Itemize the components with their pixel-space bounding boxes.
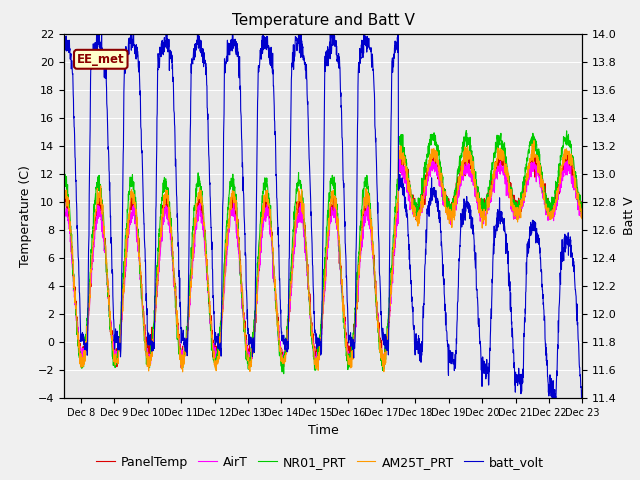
PanelTemp bbox=[112, 358, 120, 363]
Title: Temperature and Batt V: Temperature and Batt V bbox=[232, 13, 415, 28]
PanelTemp bbox=[224, 227, 232, 232]
PanelTemp bbox=[60, 204, 68, 210]
NR01_PRT bbox=[280, 371, 287, 377]
NR01_PRT bbox=[224, 212, 232, 217]
AirT bbox=[572, 186, 579, 192]
batt_volt bbox=[296, 26, 304, 32]
AirT bbox=[431, 154, 438, 160]
batt_volt bbox=[548, 396, 556, 401]
PanelTemp bbox=[572, 182, 579, 188]
NR01_PRT bbox=[479, 206, 487, 212]
batt_volt bbox=[509, 325, 516, 331]
Line: AM25T_PRT: AM25T_PRT bbox=[64, 141, 582, 372]
AirT bbox=[60, 215, 68, 220]
batt_volt bbox=[479, 362, 487, 368]
AM25T_PRT bbox=[112, 351, 120, 357]
NR01_PRT bbox=[355, 259, 362, 264]
AM25T_PRT bbox=[179, 369, 186, 375]
batt_volt bbox=[579, 389, 586, 395]
AirT bbox=[224, 244, 232, 250]
Line: AirT: AirT bbox=[64, 157, 582, 367]
AM25T_PRT bbox=[355, 276, 362, 282]
AirT bbox=[509, 195, 516, 201]
AM25T_PRT bbox=[572, 177, 579, 182]
PanelTemp bbox=[428, 146, 436, 152]
batt_volt bbox=[572, 287, 579, 292]
AirT bbox=[579, 211, 586, 216]
AM25T_PRT bbox=[509, 203, 516, 209]
NR01_PRT bbox=[463, 128, 470, 133]
Y-axis label: Temperature (C): Temperature (C) bbox=[19, 165, 32, 267]
NR01_PRT bbox=[572, 172, 579, 178]
Line: batt_volt: batt_volt bbox=[64, 29, 582, 398]
AirT bbox=[354, 283, 362, 288]
Line: PanelTemp: PanelTemp bbox=[64, 149, 582, 368]
PanelTemp bbox=[479, 198, 487, 204]
AM25T_PRT bbox=[530, 138, 538, 144]
PanelTemp bbox=[579, 201, 586, 207]
PanelTemp bbox=[177, 365, 185, 371]
AM25T_PRT bbox=[579, 206, 586, 212]
batt_volt bbox=[224, 58, 232, 64]
PanelTemp bbox=[509, 194, 516, 200]
batt_volt bbox=[60, 36, 68, 42]
X-axis label: Time: Time bbox=[308, 424, 339, 437]
AirT bbox=[380, 364, 387, 370]
AirT bbox=[112, 360, 120, 365]
AirT bbox=[479, 216, 487, 222]
Y-axis label: Batt V: Batt V bbox=[623, 197, 636, 235]
batt_volt bbox=[355, 71, 362, 76]
NR01_PRT bbox=[579, 208, 586, 214]
Text: EE_met: EE_met bbox=[77, 53, 125, 66]
NR01_PRT bbox=[60, 181, 68, 187]
NR01_PRT bbox=[509, 193, 516, 199]
AM25T_PRT bbox=[479, 209, 487, 215]
AM25T_PRT bbox=[224, 228, 232, 233]
NR01_PRT bbox=[112, 361, 120, 367]
PanelTemp bbox=[355, 286, 362, 292]
Legend: PanelTemp, AirT, NR01_PRT, AM25T_PRT, batt_volt: PanelTemp, AirT, NR01_PRT, AM25T_PRT, ba… bbox=[91, 451, 549, 474]
AM25T_PRT bbox=[60, 190, 68, 195]
batt_volt bbox=[112, 339, 120, 345]
Line: NR01_PRT: NR01_PRT bbox=[64, 131, 582, 374]
